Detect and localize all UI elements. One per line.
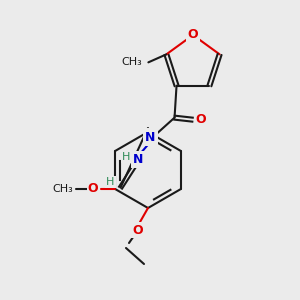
Text: O: O [88, 182, 98, 196]
Text: H: H [106, 177, 115, 187]
Text: CH₃: CH₃ [122, 57, 142, 67]
Text: O: O [195, 113, 206, 126]
Text: CH₃: CH₃ [52, 184, 73, 194]
Text: H: H [122, 152, 131, 162]
Text: N: N [134, 153, 144, 166]
Text: O: O [188, 28, 198, 41]
Text: H: H [144, 129, 153, 139]
Text: O: O [133, 224, 143, 236]
Text: N: N [146, 131, 156, 144]
